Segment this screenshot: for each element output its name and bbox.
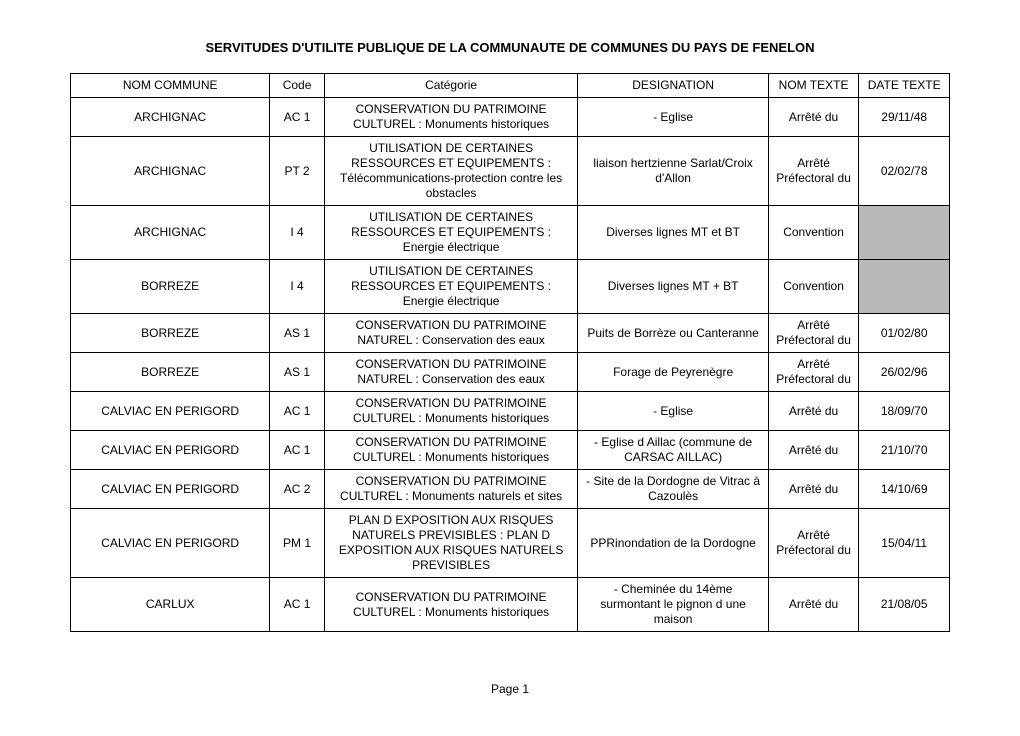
servitudes-table: NOM COMMUNE Code Catégorie DESIGNATION N… bbox=[70, 73, 950, 632]
cell-categorie: CONSERVATION DU PATRIMOINE NATUREL : Con… bbox=[324, 353, 578, 392]
cell-date-texte: 21/08/05 bbox=[859, 578, 950, 632]
cell-designation: Diverses lignes MT et BT bbox=[578, 206, 768, 260]
cell-date-texte bbox=[859, 260, 950, 314]
col-categorie: Catégorie bbox=[324, 74, 578, 98]
table-row: CALVIAC EN PERIGORDAC 1CONSERVATION DU P… bbox=[71, 392, 950, 431]
cell-nom-texte: Convention bbox=[768, 206, 859, 260]
cell-designation: - Eglise bbox=[578, 392, 768, 431]
cell-code: PT 2 bbox=[270, 137, 324, 206]
cell-nom-texte: Arrêté Préfectoral du bbox=[768, 509, 859, 578]
table-row: ARCHIGNACI 4UTILISATION DE CERTAINES RES… bbox=[71, 206, 950, 260]
col-nom-texte: NOM TEXTE bbox=[768, 74, 859, 98]
cell-nom-texte: Arrêté Préfectoral du bbox=[768, 314, 859, 353]
cell-categorie: UTILISATION DE CERTAINES RESSOURCES ET E… bbox=[324, 206, 578, 260]
table-row: CALVIAC EN PERIGORDAC 2CONSERVATION DU P… bbox=[71, 470, 950, 509]
cell-date-texte: 14/10/69 bbox=[859, 470, 950, 509]
cell-categorie: UTILISATION DE CERTAINES RESSOURCES ET E… bbox=[324, 137, 578, 206]
table-row: CALVIAC EN PERIGORDAC 1CONSERVATION DU P… bbox=[71, 431, 950, 470]
cell-code: AC 1 bbox=[270, 431, 324, 470]
cell-nom-texte: Arrêté du bbox=[768, 470, 859, 509]
cell-commune: CALVIAC EN PERIGORD bbox=[71, 431, 270, 470]
cell-nom-texte: Arrêté du bbox=[768, 578, 859, 632]
cell-date-texte: 21/10/70 bbox=[859, 431, 950, 470]
cell-commune: CALVIAC EN PERIGORD bbox=[71, 392, 270, 431]
cell-commune: BORREZE bbox=[71, 314, 270, 353]
cell-commune: BORREZE bbox=[71, 353, 270, 392]
cell-code: I 4 bbox=[270, 260, 324, 314]
cell-designation: PPRinondation de la Dordogne bbox=[578, 509, 768, 578]
col-commune: NOM COMMUNE bbox=[71, 74, 270, 98]
cell-code: PM 1 bbox=[270, 509, 324, 578]
cell-code: I 4 bbox=[270, 206, 324, 260]
page-footer: Page 1 bbox=[70, 682, 950, 696]
cell-code: AS 1 bbox=[270, 353, 324, 392]
cell-nom-texte: Arrêté Préfectoral du bbox=[768, 353, 859, 392]
cell-categorie: UTILISATION DE CERTAINES RESSOURCES ET E… bbox=[324, 260, 578, 314]
cell-code: AC 1 bbox=[270, 578, 324, 632]
cell-commune: BORREZE bbox=[71, 260, 270, 314]
cell-commune: ARCHIGNAC bbox=[71, 137, 270, 206]
cell-categorie: CONSERVATION DU PATRIMOINE CULTUREL : Mo… bbox=[324, 431, 578, 470]
cell-designation: liaison hertzienne Sarlat/Croix d'Allon bbox=[578, 137, 768, 206]
page-title: SERVITUDES D'UTILITE PUBLIQUE DE LA COMM… bbox=[70, 40, 950, 55]
cell-date-texte: 15/04/11 bbox=[859, 509, 950, 578]
cell-designation: - Cheminée du 14ème surmontant le pignon… bbox=[578, 578, 768, 632]
cell-categorie: CONSERVATION DU PATRIMOINE NATUREL : Con… bbox=[324, 314, 578, 353]
table-row: ARCHIGNACPT 2UTILISATION DE CERTAINES RE… bbox=[71, 137, 950, 206]
table-header-row: NOM COMMUNE Code Catégorie DESIGNATION N… bbox=[71, 74, 950, 98]
cell-nom-texte: Arrêté Préfectoral du bbox=[768, 137, 859, 206]
col-date-texte: DATE TEXTE bbox=[859, 74, 950, 98]
cell-categorie: CONSERVATION DU PATRIMOINE CULTUREL : Mo… bbox=[324, 98, 578, 137]
cell-designation: - Site de la Dordogne de Vitrac à Cazoul… bbox=[578, 470, 768, 509]
cell-date-texte: 01/02/80 bbox=[859, 314, 950, 353]
cell-commune: ARCHIGNAC bbox=[71, 98, 270, 137]
cell-categorie: PLAN D EXPOSITION AUX RISQUES NATURELS P… bbox=[324, 509, 578, 578]
cell-commune: CARLUX bbox=[71, 578, 270, 632]
cell-designation: - Eglise d Aillac (commune de CARSAC AIL… bbox=[578, 431, 768, 470]
cell-designation: - Eglise bbox=[578, 98, 768, 137]
cell-date-texte bbox=[859, 206, 950, 260]
cell-commune: CALVIAC EN PERIGORD bbox=[71, 470, 270, 509]
cell-date-texte: 29/11/48 bbox=[859, 98, 950, 137]
cell-designation: Puits de Borrèze ou Canteranne bbox=[578, 314, 768, 353]
table-row: BORREZEAS 1CONSERVATION DU PATRIMOINE NA… bbox=[71, 353, 950, 392]
col-designation: DESIGNATION bbox=[578, 74, 768, 98]
cell-commune: CALVIAC EN PERIGORD bbox=[71, 509, 270, 578]
cell-categorie: CONSERVATION DU PATRIMOINE CULTUREL : Mo… bbox=[324, 392, 578, 431]
col-code: Code bbox=[270, 74, 324, 98]
table-row: ARCHIGNACAC 1CONSERVATION DU PATRIMOINE … bbox=[71, 98, 950, 137]
table-row: CARLUXAC 1CONSERVATION DU PATRIMOINE CUL… bbox=[71, 578, 950, 632]
cell-commune: ARCHIGNAC bbox=[71, 206, 270, 260]
table-row: BORREZEI 4UTILISATION DE CERTAINES RESSO… bbox=[71, 260, 950, 314]
cell-code: AS 1 bbox=[270, 314, 324, 353]
cell-code: AC 1 bbox=[270, 392, 324, 431]
cell-date-texte: 18/09/70 bbox=[859, 392, 950, 431]
cell-nom-texte: Convention bbox=[768, 260, 859, 314]
cell-categorie: CONSERVATION DU PATRIMOINE CULTUREL : Mo… bbox=[324, 470, 578, 509]
cell-date-texte: 26/02/96 bbox=[859, 353, 950, 392]
cell-nom-texte: Arrêté du bbox=[768, 431, 859, 470]
cell-designation: Diverses lignes MT + BT bbox=[578, 260, 768, 314]
cell-nom-texte: Arrêté du bbox=[768, 98, 859, 137]
cell-code: AC 1 bbox=[270, 98, 324, 137]
table-row: BORREZEAS 1CONSERVATION DU PATRIMOINE NA… bbox=[71, 314, 950, 353]
cell-categorie: CONSERVATION DU PATRIMOINE CULTUREL : Mo… bbox=[324, 578, 578, 632]
cell-nom-texte: Arrêté du bbox=[768, 392, 859, 431]
cell-code: AC 2 bbox=[270, 470, 324, 509]
cell-date-texte: 02/02/78 bbox=[859, 137, 950, 206]
table-row: CALVIAC EN PERIGORDPM 1PLAN D EXPOSITION… bbox=[71, 509, 950, 578]
cell-designation: Forage de Peyrenègre bbox=[578, 353, 768, 392]
